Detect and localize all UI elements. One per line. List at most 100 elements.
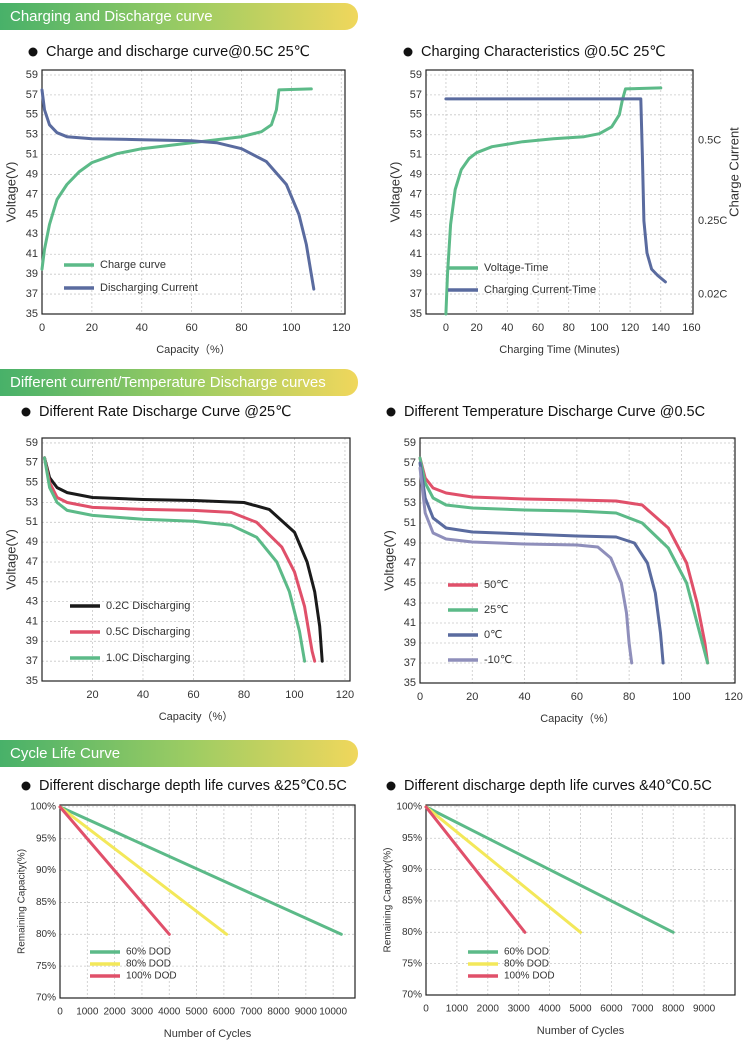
legend-label: 100% DOD — [504, 971, 555, 982]
y-tick-label: 39 — [410, 268, 422, 280]
section-header-text: Different current/Temperature Discharge … — [10, 374, 326, 391]
chart-title: Charge and discharge curve@0.5C 25℃ — [46, 44, 310, 60]
legend-label: 1.0C Discharging — [106, 652, 190, 664]
y-tick-label: 53 — [26, 496, 38, 508]
title-bullet — [21, 407, 31, 417]
y-tick-label: 95% — [402, 833, 422, 844]
series-line — [43, 456, 324, 663]
title-bullet — [386, 407, 396, 417]
x-tick-label: 8000 — [267, 1007, 290, 1018]
x-tick-label: 40 — [518, 691, 530, 703]
y-tick-label: 45 — [404, 577, 416, 589]
x-tick-label: 10000 — [319, 1007, 347, 1018]
section-header-text: Charging and Discharge curve — [10, 8, 213, 25]
x-tick-label: 9000 — [295, 1007, 318, 1018]
y-tick-label: 51 — [26, 516, 38, 528]
plot-frame — [41, 437, 351, 682]
y-tick-label: 53 — [404, 497, 416, 509]
x-tick-label: 8000 — [662, 1004, 685, 1015]
y-tick-label: 90% — [402, 864, 422, 875]
x-tick-label: 80 — [563, 322, 575, 334]
y-axis-label: Voltage(V) — [381, 530, 396, 591]
y-tick-label: 55 — [26, 109, 38, 121]
y-tick-label: 51 — [404, 517, 416, 529]
y-tick-label: 35 — [26, 308, 38, 320]
y2-tick-label: 0.02C — [698, 289, 727, 301]
series-line — [58, 805, 229, 936]
y-axis-label: Remaining Capacity(%) — [17, 849, 28, 954]
x-tick-label: 20 — [466, 691, 478, 703]
chart-panel: Different Rate Discharge Curve @25℃ 35 37 3… — [3, 404, 354, 723]
y-tick-label: 59 — [26, 437, 38, 449]
y-tick-label: 43 — [26, 228, 38, 240]
y2-axis-label: Charge Current — [726, 127, 741, 217]
y-tick-label: 41 — [404, 617, 416, 629]
title-bullet — [403, 47, 413, 57]
series-line — [43, 456, 307, 663]
plot-frame — [425, 69, 694, 315]
y-tick-label: 37 — [26, 288, 38, 300]
chart-title: Different discharge depth life curves &2… — [39, 778, 347, 794]
x-tick-label: 7000 — [240, 1007, 263, 1018]
x-tick-label: 140 — [652, 322, 670, 334]
chart-panel: Different Temperature Discharge Curve @0… — [381, 404, 742, 725]
x-tick-label: 40 — [501, 322, 513, 334]
y-tick-label: 49 — [410, 168, 422, 180]
x-tick-label: 5000 — [569, 1004, 592, 1015]
y-axis-label: Voltage(V) — [387, 162, 402, 223]
y-tick-label: 41 — [410, 248, 422, 260]
legend-label: Charging Current-Time — [484, 284, 596, 296]
plot-frame — [59, 804, 356, 999]
series-line — [43, 456, 317, 663]
y-tick-label: 49 — [404, 537, 416, 549]
title-bullet — [386, 781, 396, 791]
x-tick-label: 80 — [623, 691, 635, 703]
x-tick-label: 3000 — [508, 1004, 531, 1015]
series-line — [418, 456, 710, 665]
y-tick-label: 100% — [30, 802, 56, 813]
x-tick-label: 120 — [621, 322, 639, 334]
y-tick-label: 43 — [404, 597, 416, 609]
x-tick-label: 7000 — [631, 1004, 654, 1015]
series-line — [40, 88, 316, 291]
y-tick-label: 41 — [26, 248, 38, 260]
y-tick-label: 45 — [26, 576, 38, 588]
x-tick-label: 100 — [285, 689, 303, 701]
plot-frame — [41, 69, 346, 315]
x-tick-label: 0 — [39, 322, 45, 334]
y2-tick-label: 0.25C — [698, 215, 727, 227]
x-tick-label: 3000 — [131, 1007, 154, 1018]
y-tick-label: 80% — [36, 929, 56, 940]
legend-label: 60% DOD — [504, 947, 549, 958]
section-header-bar — [0, 369, 358, 396]
y-tick-label: 70% — [36, 993, 56, 1004]
x-tick-label: 120 — [725, 691, 743, 703]
series-line — [444, 97, 667, 284]
title-bullet — [28, 47, 38, 57]
x-axis-label: Number of Cycles — [164, 1028, 252, 1040]
x-tick-label: 20 — [471, 322, 483, 334]
series-line — [40, 87, 313, 271]
legend-label: Charge curve — [100, 259, 166, 271]
y-tick-label: 57 — [410, 89, 422, 101]
y-tick-label: 39 — [404, 637, 416, 649]
y-tick-label: 85% — [402, 896, 422, 907]
y-tick-label: 55 — [410, 109, 422, 121]
legend-label: 25℃ — [484, 604, 509, 616]
x-tick-label: 60 — [186, 322, 198, 334]
x-tick-label: 40 — [137, 689, 149, 701]
y-tick-label: 45 — [26, 208, 38, 220]
x-axis-label: Capacity（%） — [156, 343, 231, 356]
y-tick-label: 37 — [410, 288, 422, 300]
x-tick-label: 0 — [423, 1004, 429, 1015]
plot-frame — [419, 437, 736, 684]
legend-label: Discharging Current — [100, 282, 198, 294]
y-tick-label: 55 — [404, 477, 416, 489]
x-tick-label: 4000 — [158, 1007, 181, 1018]
y-axis-label: Voltage(V) — [3, 529, 18, 590]
y-tick-label: 57 — [404, 457, 416, 469]
series-line — [424, 805, 675, 934]
y-tick-label: 43 — [410, 228, 422, 240]
y-tick-label: 47 — [410, 188, 422, 200]
